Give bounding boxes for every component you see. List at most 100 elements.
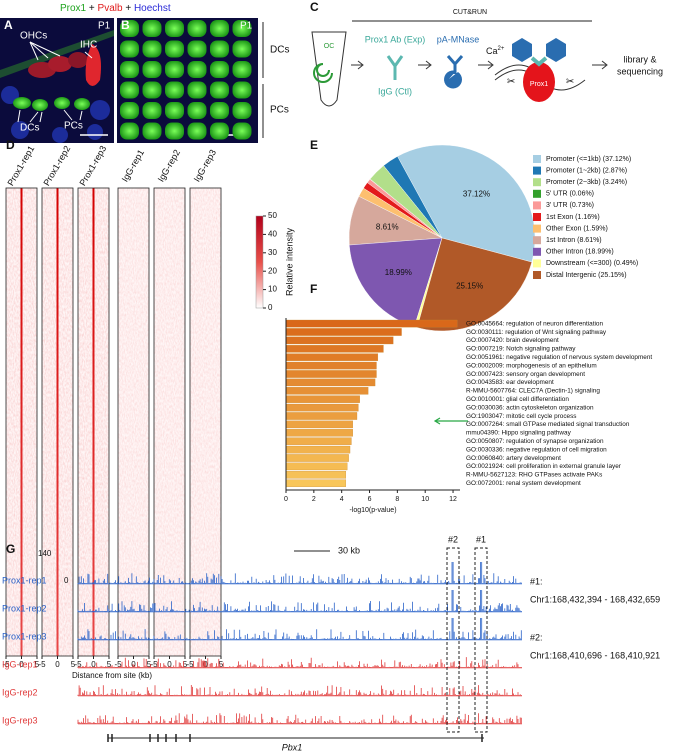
- tube: [311, 31, 347, 107]
- legend-swatch: [533, 224, 541, 233]
- track-label: IgG-rep2: [2, 687, 38, 697]
- nucleus: [210, 102, 229, 119]
- scale-bar-label: 30 kb: [338, 545, 360, 555]
- x-tick-label: 8: [395, 496, 399, 503]
- bar: [285, 445, 351, 454]
- x-tick-label: 0: [284, 496, 288, 503]
- legend-label: 1st Intron (8.61%): [546, 237, 602, 244]
- nucleus: [165, 20, 184, 37]
- protein-label: Prox1: [530, 81, 548, 88]
- slice-label: 37.12%: [463, 189, 490, 198]
- peak-coords: Chr1:168,410,696 - 168,410,921: [530, 650, 660, 660]
- colorbar-tick-label: 0: [268, 303, 273, 312]
- bar: [285, 370, 377, 378]
- nucleus: [120, 20, 139, 37]
- cell-label: OHCs: [20, 31, 47, 42]
- panel-letter: C: [310, 0, 319, 14]
- cell-label: DCs: [20, 123, 39, 134]
- legend-label: Downstream (<=300) (0.49%): [546, 260, 638, 267]
- colorbar-tick-label: 30: [268, 248, 277, 257]
- legend-swatch: [533, 236, 541, 245]
- bar-label: R-MMU-5607764: CLEC7A (Dectin-1) signali…: [466, 388, 600, 395]
- group-label: DCs: [270, 45, 289, 56]
- legend-swatch: [533, 155, 541, 163]
- nucleus: [210, 61, 229, 78]
- x-tick-label: 2: [312, 496, 316, 503]
- stain: Pvalb: [98, 3, 123, 14]
- stain-legend: Prox1 + Pvalb + Hoechst: [60, 3, 171, 14]
- complex: ✂ ✂: [494, 38, 586, 102]
- x-tick-label: 5: [35, 660, 40, 669]
- bar: [285, 403, 359, 412]
- bar-label: GO:0060840: artery development: [466, 455, 561, 462]
- bar-label: GO:0007264: small GTPase mediated signal…: [466, 421, 630, 428]
- bar-label: GO:0010001: glial cell differentiation: [466, 396, 569, 403]
- arrow: [351, 60, 364, 70]
- x-tick-label: 10: [421, 496, 429, 503]
- nucleus: [232, 61, 252, 78]
- antibody: [386, 55, 404, 80]
- panel-letter: F: [310, 282, 317, 296]
- heatmaps: Prox1-rep1 -5 0 5 Prox1-rep2 -5 0 5 Prox1-rep3 -5…: [2, 144, 294, 680]
- bar-label: mmu04390: Hippo signaling pathway: [466, 430, 572, 437]
- bar-label: GO:0045664: regulation of neuron differe…: [466, 320, 603, 327]
- nucleus: [142, 61, 162, 78]
- nucleus: [187, 20, 207, 37]
- micrograph-b: [117, 18, 258, 143]
- nucleus: [232, 102, 252, 119]
- nucleus: [232, 40, 252, 58]
- bar: [285, 328, 402, 336]
- antibody-label: Prox1 Ab (Exp): [365, 34, 426, 44]
- nucleus: [232, 20, 252, 37]
- nucleus: [120, 122, 139, 140]
- nucleus: [142, 40, 162, 58]
- bar-label: GO:0043583: ear development: [466, 379, 554, 386]
- legend-swatch: [533, 213, 541, 221]
- nucleus: [210, 40, 229, 58]
- x-tick-label: 5: [147, 660, 152, 669]
- nucleus: [142, 81, 162, 99]
- track-signal: [77, 590, 522, 612]
- heatmap-center: [92, 188, 95, 656]
- panel-letter: B: [121, 18, 130, 32]
- legend-label: Distal Intergenic (25.15%): [546, 272, 627, 279]
- sample-label: Prox1-rep3: [77, 144, 108, 188]
- heatmap-noise: [154, 188, 185, 656]
- tube-label: OC: [324, 43, 335, 50]
- nucleus: [165, 122, 184, 140]
- x-tick-label: 5: [71, 660, 76, 669]
- bar: [285, 429, 353, 437]
- nucleus: [210, 20, 229, 37]
- peak-coords: Chr1:168,432,394 - 168,432,659: [530, 594, 660, 604]
- pie-slice: [416, 237, 533, 332]
- bar-label: GO:0007219: Notch signaling pathway: [466, 346, 576, 353]
- legend-swatch: [533, 189, 541, 198]
- bar: [285, 336, 394, 345]
- track-signal: [77, 618, 522, 640]
- arrow: [592, 60, 608, 70]
- x-tick-label: -5: [38, 660, 46, 669]
- peak-label: #2: [448, 534, 458, 544]
- x-tick-label: 0: [55, 660, 60, 669]
- track-signal: [77, 685, 522, 696]
- scale-max: 140: [38, 549, 52, 558]
- sample-label: IgG-rep3: [192, 148, 218, 184]
- track-signal: [77, 562, 522, 584]
- svg-text:✂: ✂: [507, 77, 515, 88]
- nucleus: [165, 81, 184, 99]
- legend-label: 5' UTR (0.06%): [546, 191, 594, 198]
- nucleus: [165, 102, 184, 119]
- x-tick-label: 5: [107, 660, 112, 669]
- scale-min: 0: [64, 576, 69, 585]
- arrow: [478, 60, 494, 70]
- heatmap-center: [56, 188, 59, 656]
- bar: [285, 412, 358, 420]
- x-axis-label: Distance from site (kb): [72, 671, 152, 680]
- bar-label: GO:0030111: regulation of Wnt signaling …: [466, 329, 607, 336]
- nucleus: [187, 81, 207, 99]
- bar: [285, 420, 353, 429]
- track-label: Prox1-rep2: [2, 603, 47, 613]
- panel-letter: E: [310, 138, 318, 152]
- sample-label: IgG-rep1: [120, 148, 146, 184]
